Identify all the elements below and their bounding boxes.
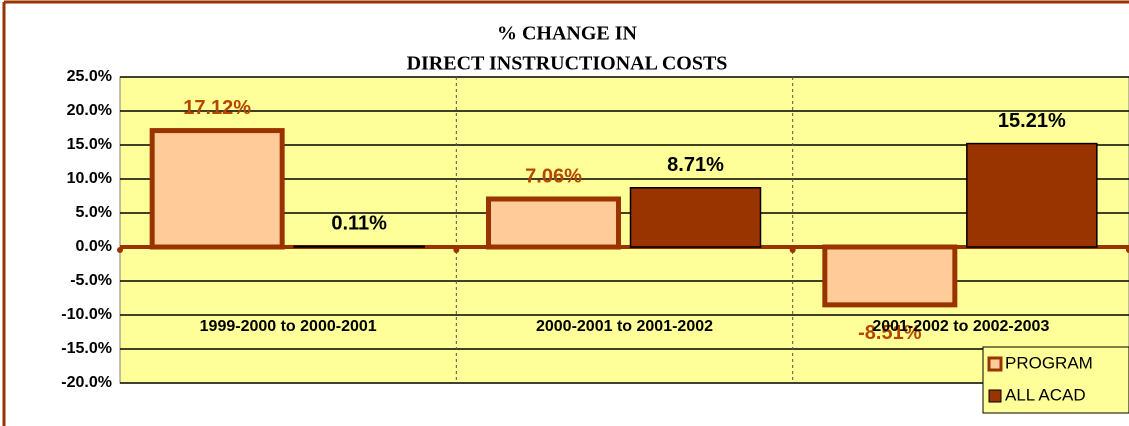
- bar: [629, 187, 762, 248]
- data-label: 8.71%: [667, 154, 724, 176]
- axis-dot: [117, 247, 123, 253]
- chart-title: % CHANGE IN: [497, 23, 638, 45]
- y-tick-label: 5.0%: [76, 204, 112, 221]
- y-tick-label: 25.0%: [67, 68, 112, 85]
- bar: [822, 244, 958, 308]
- axis-dot: [1126, 247, 1129, 253]
- y-tick-label: -20.0%: [61, 374, 112, 391]
- legend-swatch: [987, 356, 1003, 372]
- data-label: 15.21%: [998, 110, 1066, 132]
- bar: [966, 142, 1098, 248]
- data-label: 0.11%: [331, 213, 387, 235]
- bar: [149, 128, 285, 250]
- axis-dot: [453, 247, 460, 253]
- data-label: 7.06%: [525, 165, 582, 187]
- x-tick-label: 1999-2000 to 2000-2001: [200, 318, 377, 335]
- chart-title: DIRECT INSTRUCTIONAL COSTS: [407, 53, 728, 75]
- legend-swatch: [988, 389, 1002, 403]
- legend-box: [982, 346, 1129, 414]
- x-tick-label: 2000-2001 to 2001-2002: [536, 318, 713, 335]
- y-tick-label: -5.0%: [70, 272, 112, 289]
- y-tick-label: 0.0%: [76, 238, 112, 255]
- x-tick-label: 2001-2002 to 2002-2003: [872, 318, 1049, 335]
- bar: [486, 196, 621, 250]
- data-label: -8.51%: [858, 322, 922, 344]
- axis-dot: [789, 247, 796, 253]
- y-tick-label: -15.0%: [61, 340, 112, 357]
- legend-label: ALL ACAD: [1005, 385, 1086, 404]
- legend-label: PROGRAM: [1005, 353, 1093, 372]
- bar: [293, 245, 425, 248]
- y-tick-label: 10.0%: [67, 170, 112, 187]
- plot-area: [119, 76, 1129, 384]
- y-tick-label: 20.0%: [67, 102, 112, 119]
- y-tick-label: -10.0%: [61, 306, 112, 323]
- data-label: 17.12%: [183, 97, 251, 119]
- y-tick-label: 15.0%: [67, 136, 112, 153]
